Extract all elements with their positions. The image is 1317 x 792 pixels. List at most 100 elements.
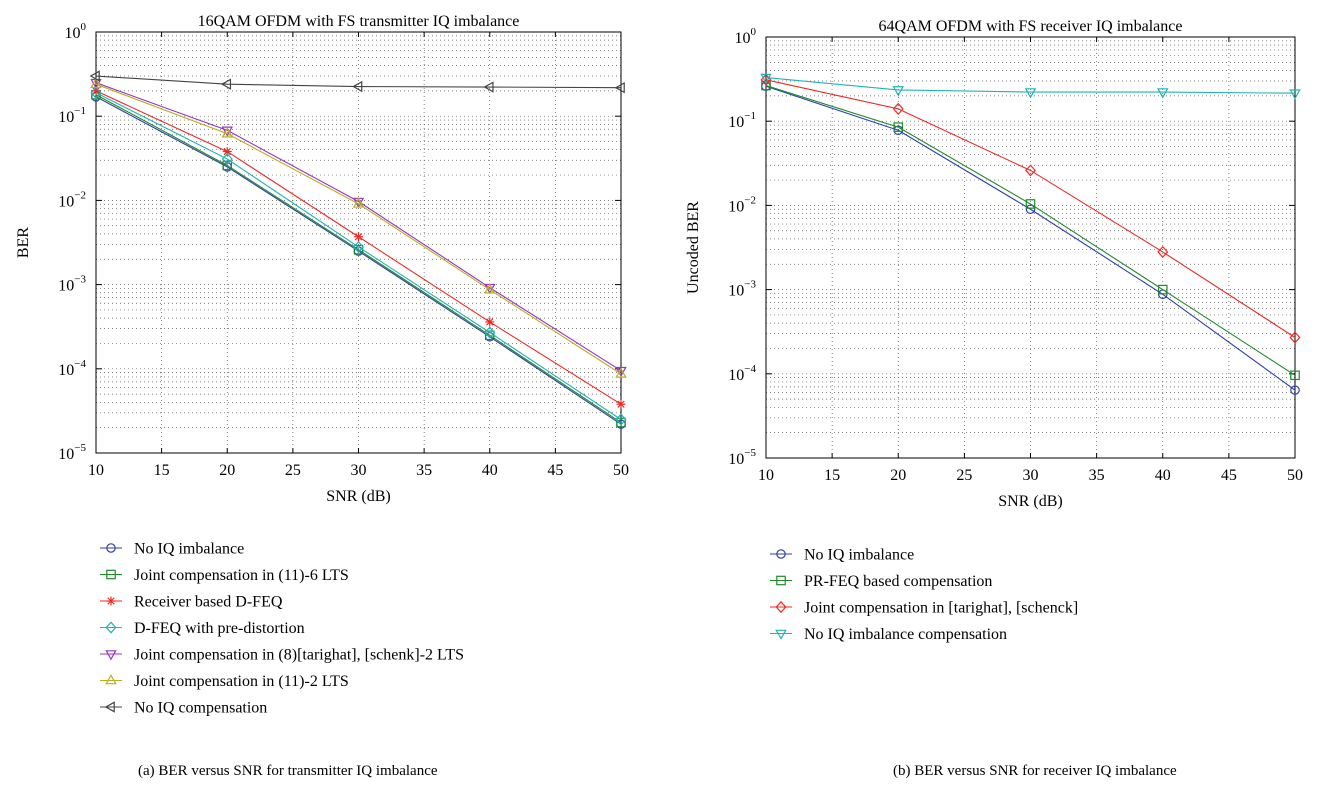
legend-label: Joint compensation in [tarighat], [schen… [804, 600, 1078, 617]
data-point [616, 417, 626, 428]
series-line [95, 82, 622, 372]
data-point [1157, 88, 1169, 99]
data-point [1024, 88, 1037, 99]
legend-item: PR-FEQ based compensation [770, 573, 992, 590]
legend-marker [776, 549, 786, 559]
y-tick-label: 10−5 [58, 442, 86, 463]
series-line [95, 75, 622, 89]
data-point [352, 197, 365, 208]
x-axis-label: SNR (dB) [998, 493, 1062, 510]
series-line [765, 76, 1296, 94]
data-point [90, 86, 102, 99]
legend-marker [105, 650, 117, 661]
y-tick-label: 10−2 [728, 194, 756, 215]
data-point [1025, 204, 1036, 215]
legend-label: Receiver based D-FEQ [134, 594, 283, 611]
x-tick-label: 50 [613, 462, 629, 479]
legend-item: No IQ imbalance [100, 541, 244, 558]
legend-marker [106, 596, 116, 606]
data-point [616, 399, 626, 409]
series-line [765, 79, 1296, 338]
legend-item: No IQ imbalance compensation [770, 626, 1007, 643]
chart-title: 16QAM OFDM with FS transmitter IQ imbala… [198, 13, 520, 30]
x-tick-label: 40 [1155, 467, 1171, 484]
chart-panel-a: 10 15 20 25 30 35 40 45 50 10−5 10−4 10−3 10−2 10−1 10… [15, 13, 629, 779]
series-line [765, 85, 1296, 376]
data-point [893, 122, 904, 132]
legend-marker [776, 575, 786, 586]
x-tick-label: 45 [547, 462, 563, 479]
legend-label: PR-FEQ based compensation [804, 573, 992, 590]
legend-marker [775, 629, 787, 640]
x-tick-label: 45 [1221, 467, 1237, 484]
legend: No IQ imbalance PR-FEQ based compensation… [770, 547, 1078, 643]
data-point [352, 240, 365, 254]
series-line [95, 83, 622, 375]
legend-label: Joint compensation in (8)[tarighat], [sc… [134, 647, 464, 664]
data-point [485, 317, 495, 327]
legend-label: No IQ compensation [134, 700, 267, 717]
data-point [760, 73, 772, 84]
series-3 [760, 73, 1301, 100]
legend: No IQ imbalance Joint compensation in (11… [100, 541, 464, 717]
y-tick-label: 10−1 [58, 105, 86, 126]
y-tick-label: 100 [65, 21, 87, 42]
data-point [220, 78, 232, 90]
legend-item: Joint compensation in [tarighat], [schen… [770, 600, 1078, 617]
legend-label: Joint compensation in (11)-6 LTS [134, 567, 349, 584]
grid [766, 37, 1295, 458]
figure-caption: (a) BER versus SNR for transmitter IQ im… [138, 763, 438, 779]
series-2 [91, 86, 626, 409]
y-axis-label: BER [15, 227, 32, 258]
y-tick-label: 10−3 [728, 279, 756, 300]
y-tick-label: 10−4 [58, 358, 86, 379]
series-line [95, 96, 622, 425]
legend-item: Joint compensation in (11)-2 LTS [100, 673, 349, 690]
data-point [89, 70, 100, 82]
legend-label: D-FEQ with pre-distortion [134, 620, 305, 637]
data-point [615, 413, 627, 426]
legend-item: No IQ imbalance [770, 547, 914, 564]
data-point [892, 102, 904, 115]
series-line [95, 92, 622, 420]
x-axis-label: SNR (dB) [326, 488, 390, 505]
data-point [892, 86, 904, 97]
x-tick-label: 20 [219, 462, 235, 479]
series-2 [760, 73, 1301, 344]
data-point [1289, 331, 1301, 344]
data-point [1157, 284, 1168, 295]
y-tick-label: 10−4 [728, 363, 756, 384]
legend-item: Joint compensation in (11)-6 LTS [100, 567, 349, 584]
series-5 [90, 77, 627, 378]
plot-area [766, 37, 1295, 458]
y-tick-label: 10−1 [728, 110, 756, 131]
x-tick-label: 20 [890, 467, 906, 484]
legend-label: Joint compensation in (11)-2 LTS [134, 673, 349, 690]
legend-label: No IQ imbalance [804, 547, 914, 564]
legend-label: No IQ imbalance [134, 541, 244, 558]
data-point [614, 81, 625, 94]
y-tick-label: 10−3 [58, 274, 86, 295]
legend-label: No IQ imbalance compensation [804, 626, 1007, 643]
legend-marker [105, 621, 117, 634]
y-axis-label: Uncoded BER [685, 201, 702, 294]
data-point [761, 80, 771, 91]
series-6 [89, 70, 625, 94]
x-tick-label: 30 [1023, 467, 1039, 484]
x-tick-label: 35 [416, 462, 432, 479]
legend-item: D-FEQ with pre-distortion [100, 620, 305, 637]
data-point [1157, 245, 1169, 259]
x-tick-label: 10 [88, 462, 104, 479]
legend-item: Joint compensation in (8)[tarighat], [sc… [100, 647, 464, 664]
legend-marker [775, 600, 787, 614]
data-point [221, 127, 233, 138]
series-3 [90, 86, 627, 426]
data-point [354, 232, 363, 242]
legend-marker [106, 569, 116, 580]
data-point [352, 80, 363, 93]
data-point [1024, 164, 1037, 177]
data-point [1290, 370, 1300, 381]
x-tick-label: 35 [1089, 467, 1105, 484]
y-tick-label: 100 [735, 26, 757, 47]
